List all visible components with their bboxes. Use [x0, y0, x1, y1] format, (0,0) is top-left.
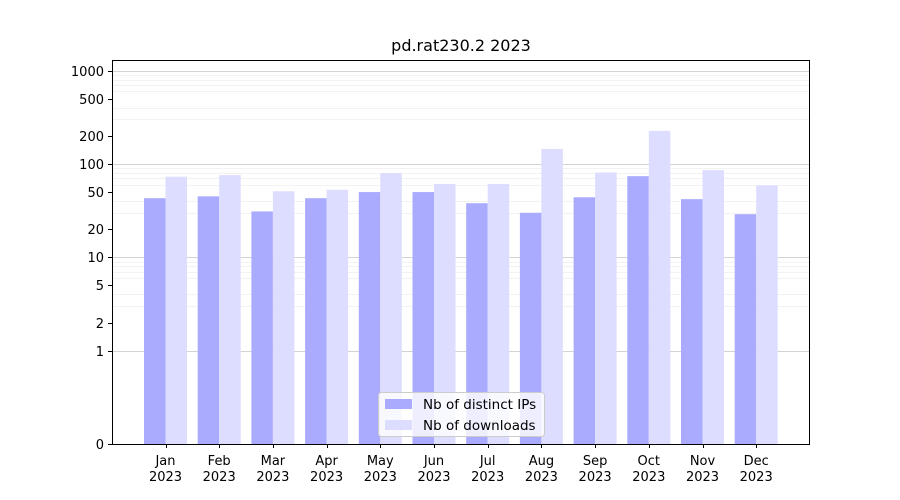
bar-downloads — [487, 184, 510, 444]
bar-distinct-ips — [519, 212, 542, 444]
y-tick-label: 100 — [79, 158, 104, 173]
x-tick-label-month: Jul — [479, 454, 496, 469]
legend-swatch — [385, 399, 412, 409]
x-tick-label-year: 2023 — [686, 470, 719, 485]
x-tick-label-month: Feb — [208, 454, 231, 469]
y-tick-label: 10 — [87, 251, 104, 266]
x-tick-label-year: 2023 — [632, 470, 665, 485]
x-tick-label-year: 2023 — [740, 470, 773, 485]
bar-distinct-ips — [681, 199, 703, 444]
x-tick-label-month: Jun — [423, 454, 444, 469]
bar-downloads — [756, 185, 778, 444]
x-tick-label-month: Apr — [315, 454, 338, 469]
y-tick-label: 1 — [96, 345, 104, 360]
x-tick-label-year: 2023 — [149, 470, 182, 485]
bar-distinct-ips — [251, 211, 273, 444]
bar-downloads — [380, 173, 402, 444]
x-tick-label-month: May — [367, 454, 394, 469]
bar-distinct-ips — [144, 198, 166, 444]
x-tick-label-month: Sep — [583, 454, 608, 469]
x-tick-label-year: 2023 — [579, 470, 612, 485]
bar-downloads — [219, 175, 241, 444]
bar-downloads — [595, 172, 617, 444]
bar-downloads — [702, 170, 724, 444]
x-tick-label-year: 2023 — [525, 470, 558, 485]
legend-swatch — [385, 420, 412, 430]
chart-title: pd.rat230.2 2023 — [391, 36, 531, 55]
x-tick-label-year: 2023 — [203, 470, 236, 485]
x-tick-label-month: Oct — [638, 454, 660, 469]
legend-label: Nb of distinct IPs — [423, 397, 536, 413]
bars — [144, 130, 778, 445]
x-tick-label-month: Dec — [744, 454, 769, 469]
y-tick-label: 20 — [87, 223, 104, 238]
x-axis: Jan2023Feb2023Mar2023Apr2023May2023Jun20… — [149, 444, 773, 485]
y-tick-label: 1000 — [71, 65, 104, 80]
bar-distinct-ips — [305, 198, 327, 444]
y-tick-label: 50 — [87, 186, 104, 201]
x-tick-label-year: 2023 — [310, 470, 343, 485]
bar-distinct-ips — [466, 203, 488, 444]
x-tick-label-month: Aug — [529, 454, 554, 469]
x-tick-label-year: 2023 — [471, 470, 504, 485]
bar-distinct-ips — [573, 197, 596, 444]
bar-downloads — [326, 189, 349, 444]
bar-downloads — [541, 148, 563, 444]
bar-distinct-ips — [358, 192, 381, 444]
y-tick-label: 200 — [79, 130, 104, 145]
x-tick-label-month: Jan — [154, 454, 175, 469]
legend: Nb of distinct IPs Nb of downloads — [378, 392, 545, 437]
bar-downloads — [434, 184, 456, 444]
bar-distinct-ips — [197, 196, 220, 444]
x-tick-label-year: 2023 — [364, 470, 397, 485]
x-tick-label-month: Nov — [690, 454, 716, 469]
y-axis: 0 1 2 5 10 20 50 100 200 500 1000 — [71, 65, 112, 453]
x-tick-label-month: Mar — [261, 454, 286, 469]
y-tick-label: 2 — [96, 317, 104, 332]
bar-downloads — [648, 130, 671, 445]
plot-frame — [112, 60, 810, 445]
y-tick-label: 5 — [96, 279, 104, 294]
bar-distinct-ips — [627, 176, 649, 444]
bar-distinct-ips — [734, 214, 757, 444]
x-tick-label-year: 2023 — [256, 470, 289, 485]
bar-distinct-ips — [412, 192, 434, 444]
bar-downloads — [272, 191, 295, 444]
y-tick-label: 0 — [96, 438, 104, 453]
legend-label: Nb of downloads — [423, 418, 536, 434]
x-tick-label-year: 2023 — [417, 470, 450, 485]
bar-downloads — [165, 176, 187, 445]
y-tick-label: 500 — [79, 93, 104, 108]
legend-box — [378, 392, 545, 437]
